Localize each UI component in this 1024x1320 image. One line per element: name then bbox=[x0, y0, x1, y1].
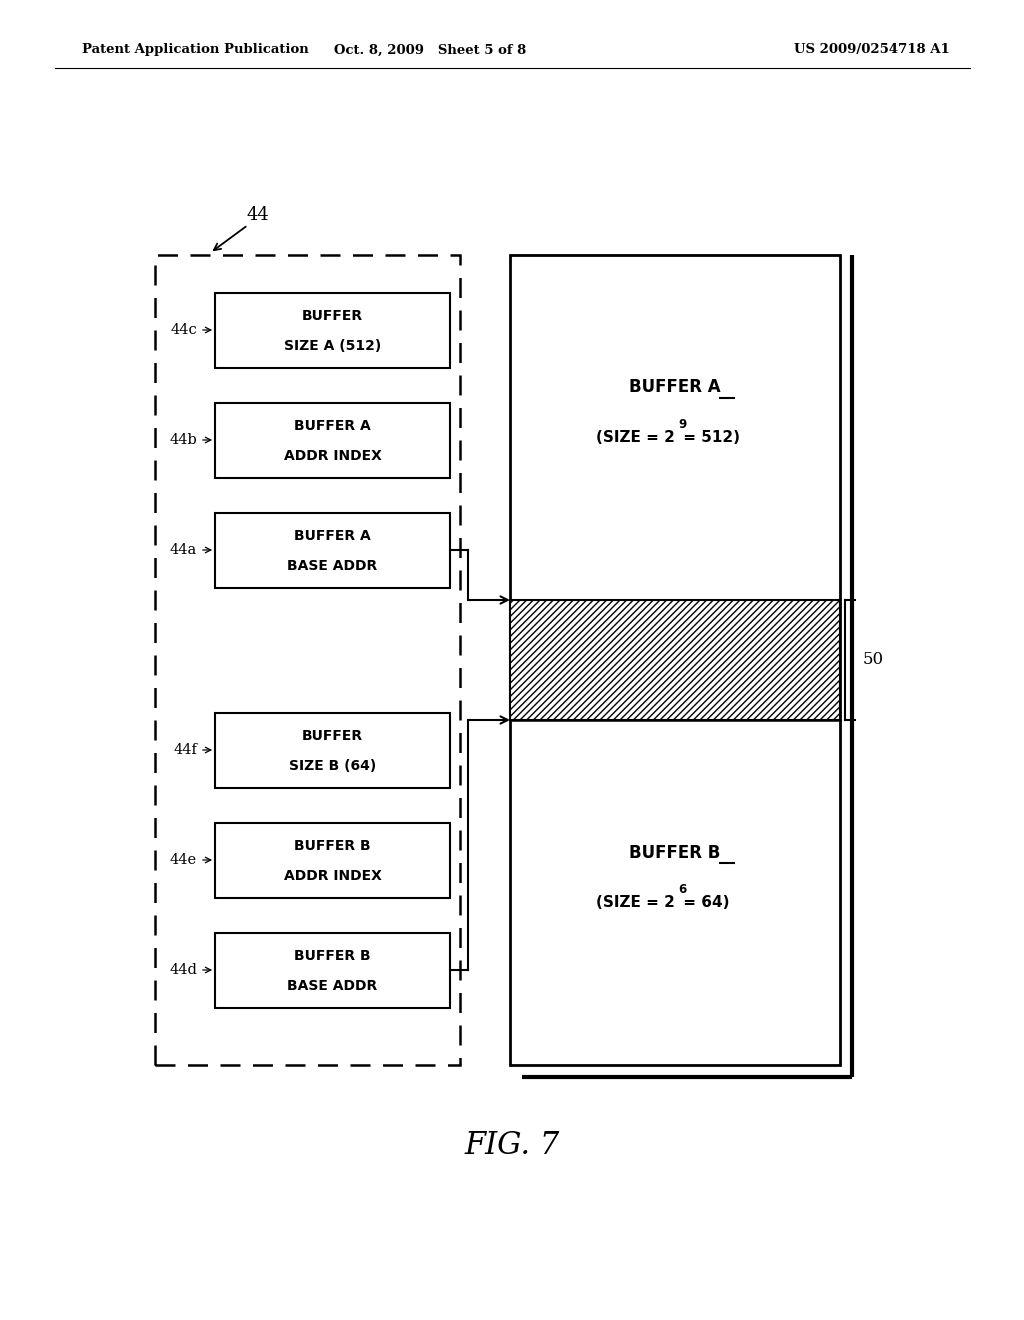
Text: BUFFER: BUFFER bbox=[302, 309, 364, 323]
Text: BUFFER B: BUFFER B bbox=[294, 949, 371, 964]
Text: (SIZE = 2: (SIZE = 2 bbox=[596, 430, 675, 445]
Bar bbox=[215, 822, 450, 898]
Text: BUFFER: BUFFER bbox=[302, 729, 364, 743]
Text: FIG. 7: FIG. 7 bbox=[464, 1130, 560, 1160]
Bar bbox=[215, 713, 450, 788]
Text: BUFFER A: BUFFER A bbox=[294, 418, 371, 433]
Text: 44: 44 bbox=[247, 206, 269, 224]
Text: ADDR INDEX: ADDR INDEX bbox=[284, 869, 381, 883]
Text: SIZE A (512): SIZE A (512) bbox=[284, 339, 381, 352]
Text: Patent Application Publication: Patent Application Publication bbox=[82, 44, 309, 57]
Text: (SIZE = 2: (SIZE = 2 bbox=[596, 895, 675, 909]
Text: BUFFER B: BUFFER B bbox=[294, 840, 371, 853]
Bar bbox=[510, 601, 840, 719]
Text: = 64): = 64) bbox=[678, 895, 729, 909]
Text: 50: 50 bbox=[863, 652, 884, 668]
Text: 44f: 44f bbox=[173, 743, 197, 756]
Text: SIZE B (64): SIZE B (64) bbox=[289, 759, 376, 774]
Text: 6: 6 bbox=[678, 883, 686, 896]
Text: 44e: 44e bbox=[170, 853, 197, 867]
Bar bbox=[510, 255, 840, 1065]
Text: 44b: 44b bbox=[169, 433, 197, 447]
Text: Oct. 8, 2009   Sheet 5 of 8: Oct. 8, 2009 Sheet 5 of 8 bbox=[334, 44, 526, 57]
Bar bbox=[215, 403, 450, 478]
Text: US 2009/0254718 A1: US 2009/0254718 A1 bbox=[795, 44, 950, 57]
Text: ADDR INDEX: ADDR INDEX bbox=[284, 449, 381, 463]
Text: BUFFER A: BUFFER A bbox=[294, 529, 371, 543]
Bar bbox=[215, 512, 450, 587]
Bar bbox=[215, 293, 450, 367]
Text: 44d: 44d bbox=[169, 964, 197, 977]
Text: 9: 9 bbox=[678, 418, 686, 432]
Text: = 512): = 512) bbox=[678, 430, 740, 445]
Text: BASE ADDR: BASE ADDR bbox=[288, 979, 378, 993]
Text: 44a: 44a bbox=[170, 543, 197, 557]
Text: BUFFER A: BUFFER A bbox=[629, 379, 721, 396]
Text: 44c: 44c bbox=[170, 323, 197, 337]
Bar bbox=[215, 932, 450, 1007]
Text: BUFFER B: BUFFER B bbox=[630, 843, 721, 862]
Bar bbox=[155, 255, 460, 1065]
Text: BASE ADDR: BASE ADDR bbox=[288, 558, 378, 573]
